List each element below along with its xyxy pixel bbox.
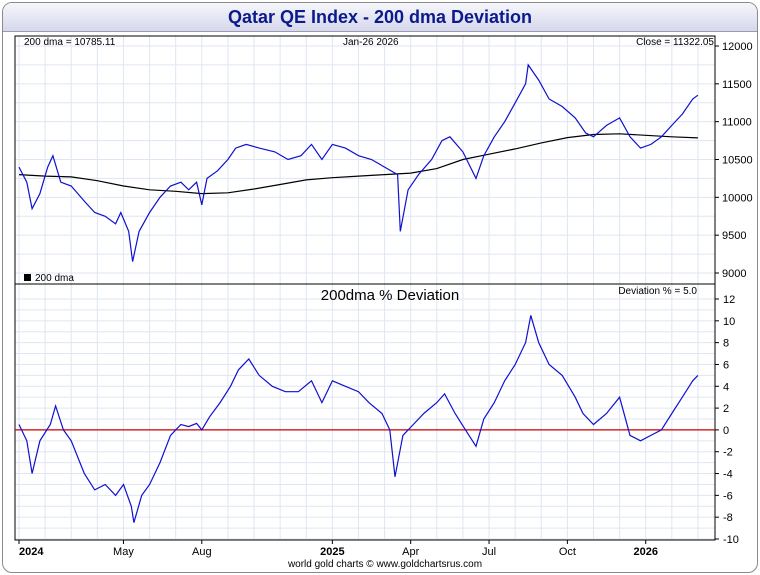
footer-credit: world gold charts © www.goldchartsrus.co… <box>287 559 482 570</box>
dma-readout: 200 dma = 10785.11 <box>24 37 116 48</box>
x-axis: 2024 May Aug 2025 Apr Jul Oct 2026 <box>18 540 658 558</box>
y-tick-label: 4 <box>723 381 729 393</box>
x-tick-label: 2024 <box>19 546 44 558</box>
chart-title: Qatar QE Index - 200 dma Deviation <box>3 3 757 32</box>
lower-y-axis: 12 10 8 6 4 2 0 -2 -4 -6 -8 -10 <box>715 294 739 546</box>
y-tick-label: 10 <box>723 316 735 328</box>
lower-panel-border <box>14 283 716 541</box>
y-tick-label: 11500 <box>722 79 752 91</box>
y-tick-label: -4 <box>723 469 733 481</box>
lower-grid <box>15 284 715 540</box>
y-tick-label: -8 <box>723 512 733 524</box>
deviation-line <box>18 315 699 523</box>
y-tick-label: -10 <box>723 534 739 546</box>
dma-legend-swatch <box>24 274 31 281</box>
y-tick-label: 2 <box>723 403 729 415</box>
y-tick-label: 12 <box>723 294 735 306</box>
close-readout: Close = 11322.05 <box>636 37 714 48</box>
deviation-readout: Deviation % = 5.0 <box>618 286 697 297</box>
x-tick-label: Aug <box>192 546 212 558</box>
y-tick-label: 0 <box>723 425 729 437</box>
deviation-title: 200dma % Deviation <box>321 287 459 304</box>
y-tick-label: -2 <box>723 447 733 459</box>
y-tick-label: 9500 <box>722 230 746 242</box>
y-tick-label: 6 <box>723 359 729 371</box>
y-tick-label: 10500 <box>722 155 753 167</box>
y-tick-label: 10000 <box>722 192 753 204</box>
x-tick-label: Apr <box>402 546 419 558</box>
x-tick-label: Jul <box>482 546 496 558</box>
x-tick-label: May <box>113 546 134 558</box>
dma-legend-label: 200 dma <box>35 273 74 284</box>
date-readout: Jan-26 2026 <box>343 37 399 48</box>
y-tick-label: -6 <box>723 490 733 502</box>
upper-grid <box>15 36 715 284</box>
y-tick-label: 11000 <box>722 117 752 129</box>
y-tick-label: 12000 <box>722 41 753 53</box>
upper-y-axis: 12000 11500 11000 10500 10000 9500 9000 <box>715 41 753 280</box>
x-tick-label: Oct <box>559 546 576 558</box>
price-line <box>18 63 699 262</box>
x-tick-label: 2025 <box>320 546 344 558</box>
y-tick-label: 8 <box>723 338 729 350</box>
y-tick-label: 9000 <box>722 268 746 280</box>
dma-line <box>18 133 698 195</box>
x-tick-label: 2026 <box>633 546 657 558</box>
